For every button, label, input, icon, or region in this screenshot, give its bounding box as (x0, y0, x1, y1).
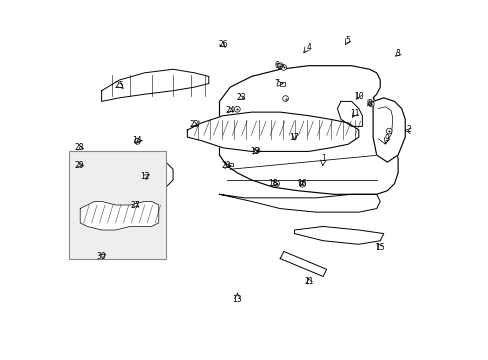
Text: 3: 3 (395, 49, 400, 58)
Circle shape (282, 96, 288, 102)
Circle shape (134, 139, 140, 144)
Bar (228, 163, 233, 166)
Circle shape (277, 63, 283, 68)
Polygon shape (134, 158, 173, 191)
Text: 29: 29 (75, 161, 84, 170)
Circle shape (386, 128, 391, 134)
Bar (280, 82, 285, 86)
Text: 21: 21 (304, 277, 313, 286)
Text: 12: 12 (140, 172, 149, 181)
Polygon shape (294, 226, 383, 244)
Text: 6: 6 (274, 61, 279, 70)
Text: 18: 18 (268, 179, 277, 188)
Bar (69, 152, 165, 258)
Text: 5: 5 (345, 36, 350, 45)
Text: 26: 26 (218, 40, 227, 49)
Text: 23: 23 (236, 93, 245, 102)
Text: 19: 19 (250, 147, 260, 156)
Polygon shape (280, 251, 326, 276)
Polygon shape (187, 112, 358, 152)
Text: 16: 16 (296, 179, 306, 188)
Polygon shape (219, 194, 380, 212)
Text: 17: 17 (289, 132, 299, 141)
Text: 13: 13 (232, 295, 242, 304)
Text: 11: 11 (350, 109, 359, 118)
Text: 14: 14 (132, 136, 142, 145)
Text: 15: 15 (375, 243, 384, 252)
Polygon shape (337, 102, 362, 126)
Circle shape (273, 181, 279, 186)
Text: 30: 30 (97, 252, 106, 261)
Polygon shape (102, 69, 208, 102)
Text: 9: 9 (384, 134, 389, 143)
Circle shape (234, 107, 240, 112)
Circle shape (254, 148, 259, 153)
Text: 25: 25 (114, 81, 124, 90)
Text: 24: 24 (225, 106, 235, 115)
Polygon shape (80, 202, 159, 230)
Polygon shape (372, 98, 405, 162)
Text: 7: 7 (274, 79, 279, 88)
Text: 28: 28 (75, 143, 84, 152)
Text: 27: 27 (130, 201, 140, 210)
Circle shape (281, 64, 286, 70)
Text: 20: 20 (222, 161, 231, 170)
Polygon shape (219, 66, 397, 194)
Circle shape (367, 101, 373, 107)
Text: 2: 2 (406, 126, 410, 135)
Text: 1: 1 (320, 154, 325, 163)
Text: 10: 10 (353, 91, 363, 100)
Text: 22: 22 (189, 120, 199, 129)
Text: 8: 8 (366, 99, 371, 108)
Text: 4: 4 (306, 43, 310, 52)
Circle shape (299, 181, 305, 187)
